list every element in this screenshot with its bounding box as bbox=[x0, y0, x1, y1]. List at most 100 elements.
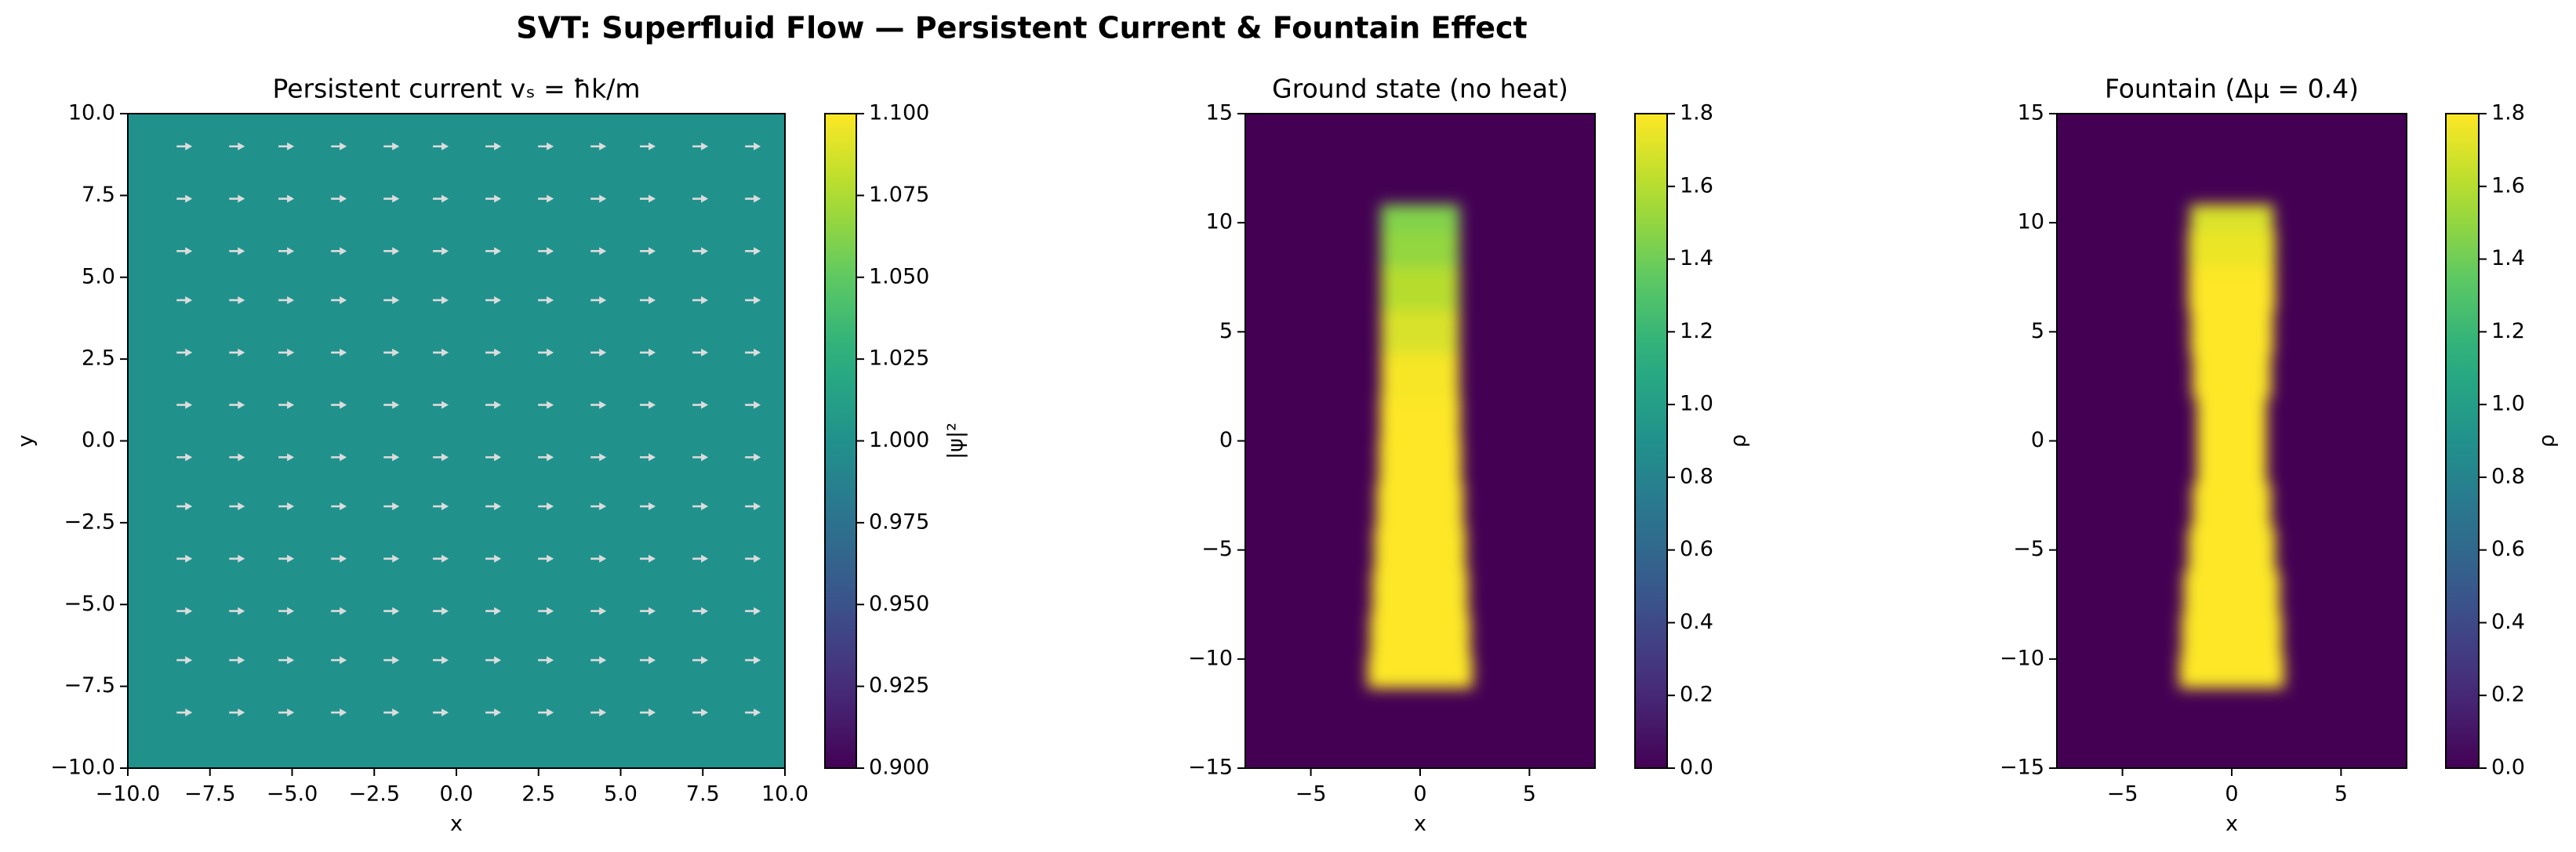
quiver-arrow bbox=[433, 554, 449, 563]
quiver-arrow bbox=[176, 554, 193, 563]
quiver-arrow bbox=[383, 709, 400, 717]
density-row bbox=[1368, 656, 1473, 689]
quiver-arrow bbox=[383, 247, 400, 256]
quiver-arrow bbox=[383, 401, 400, 409]
x-tick-label: −5 bbox=[1295, 782, 1327, 807]
quiver-arrow bbox=[229, 656, 245, 665]
y-tick-label: −5.0 bbox=[64, 592, 115, 616]
quiver-arrow bbox=[745, 656, 761, 665]
quiver-arrow bbox=[278, 295, 295, 304]
x-tick-label: 0.0 bbox=[440, 782, 474, 807]
quiver-arrow bbox=[229, 554, 245, 563]
quiver-arrow bbox=[331, 607, 347, 615]
quiver-arrow bbox=[640, 709, 656, 717]
colorbar-tick-label: 1.4 bbox=[1680, 246, 1713, 270]
y-tick-label: 0 bbox=[2031, 428, 2044, 452]
quiver-arrow bbox=[745, 607, 761, 615]
quiver-arrow bbox=[590, 656, 607, 665]
quiver-arrow bbox=[229, 502, 245, 510]
quiver-arrow bbox=[176, 348, 193, 357]
y-tick-label: 10 bbox=[1206, 210, 1233, 234]
y-tick-label: 10 bbox=[2018, 210, 2044, 234]
quiver-arrow bbox=[485, 453, 502, 462]
colorbar-tick-label: 1.6 bbox=[2491, 173, 2525, 198]
colorbar-tick-label: 1.8 bbox=[1680, 101, 1713, 125]
quiver-arrow bbox=[383, 194, 400, 203]
density-row bbox=[2179, 656, 2284, 689]
quiver-arrow bbox=[485, 142, 502, 150]
quiver-arrow bbox=[433, 709, 449, 717]
quiver-arrow bbox=[745, 554, 761, 563]
quiver-arrow bbox=[331, 401, 347, 409]
y-tick-label: 0 bbox=[1219, 428, 1233, 452]
colorbar-label: |ψ|² bbox=[944, 422, 968, 459]
quiver-arrow bbox=[433, 348, 449, 357]
quiver-arrow bbox=[590, 453, 607, 462]
y-tick-label: −5 bbox=[2013, 537, 2044, 561]
colorbar-tick-label: 1.0 bbox=[2491, 392, 2525, 416]
quiver-arrow bbox=[692, 142, 709, 150]
quiver-arrow bbox=[640, 554, 656, 563]
quiver-arrow bbox=[538, 554, 554, 563]
colorbar-tick-label: 0.6 bbox=[1680, 537, 1713, 561]
density-row bbox=[1372, 571, 1469, 617]
quiver-arrow bbox=[692, 502, 709, 510]
x-tick-label: 0 bbox=[2225, 782, 2238, 807]
quiver-arrow bbox=[433, 453, 449, 462]
quiver-arrow bbox=[433, 401, 449, 409]
density-row bbox=[1379, 396, 1461, 442]
quiver-arrow bbox=[433, 247, 449, 256]
quiver-arrow bbox=[433, 656, 449, 665]
colorbar-tick-label: 1.000 bbox=[869, 428, 929, 452]
quiver-arrow bbox=[331, 295, 347, 304]
quiver-arrow bbox=[383, 607, 400, 615]
x-tick-label: −2.5 bbox=[348, 782, 400, 807]
quiver-arrow bbox=[331, 194, 347, 203]
quiver-arrow bbox=[745, 401, 761, 409]
figure-title: SVT: Superfluid Flow — Persistent Curren… bbox=[516, 11, 1527, 45]
colorbar-tick-label: 1.2 bbox=[1680, 319, 1713, 343]
colorbar-tick-label: 1.100 bbox=[869, 101, 929, 125]
colorbar bbox=[824, 113, 857, 769]
quiver-arrow bbox=[485, 348, 502, 357]
quiver-arrow bbox=[640, 502, 656, 510]
x-tick-label: −10.0 bbox=[96, 782, 161, 807]
quiver-arrow bbox=[538, 502, 554, 510]
y-tick-label: 15 bbox=[2018, 101, 2044, 125]
colorbar-tick-label: 0.2 bbox=[1680, 683, 1713, 707]
quiver-arrow bbox=[640, 348, 656, 357]
quiver-arrow bbox=[331, 709, 347, 717]
panel-title: Fountain (Δμ = 0.4) bbox=[2105, 74, 2359, 104]
density-row bbox=[1380, 229, 1460, 267]
quiver-arrow bbox=[640, 607, 656, 615]
panel-title: Persistent current vₛ = ħk/m bbox=[272, 74, 640, 104]
colorbar-tick-label: 0.8 bbox=[2491, 464, 2525, 488]
quiver-arrow bbox=[278, 401, 295, 409]
quiver-arrow bbox=[485, 709, 502, 717]
quiver-arrow bbox=[176, 194, 193, 203]
colorbar-tick-label: 0.4 bbox=[1680, 610, 1713, 634]
quiver-arrow bbox=[433, 502, 449, 510]
colorbar-tick-label: 0.900 bbox=[869, 756, 929, 780]
quiver-arrow bbox=[331, 502, 347, 510]
quiver-arrow bbox=[538, 401, 554, 409]
quiver-arrow bbox=[278, 247, 295, 256]
quiver-arrow bbox=[745, 348, 761, 357]
quiver-arrow bbox=[538, 348, 554, 357]
density-row bbox=[2188, 229, 2276, 267]
quiver-arrow bbox=[745, 247, 761, 256]
quiver-arrow bbox=[692, 656, 709, 665]
quiver-arrow bbox=[176, 401, 193, 409]
y-tick-label: 0.0 bbox=[82, 428, 115, 452]
quiver-arrow bbox=[176, 142, 193, 150]
panel: Ground state (no heat) x −5 0 5 −15 −10 −5 0 5 10 1… bbox=[1188, 74, 1750, 836]
quiver-arrow bbox=[278, 453, 295, 462]
x-tick-label: 10.0 bbox=[761, 782, 808, 807]
x-tick-label: −7.5 bbox=[184, 782, 236, 807]
x-axis-label: x bbox=[1414, 812, 1426, 836]
quiver-arrow bbox=[538, 709, 554, 717]
quiver-arrow bbox=[485, 401, 502, 409]
y-tick-label: −10 bbox=[1188, 646, 1233, 670]
quiver-arrow bbox=[176, 607, 193, 615]
